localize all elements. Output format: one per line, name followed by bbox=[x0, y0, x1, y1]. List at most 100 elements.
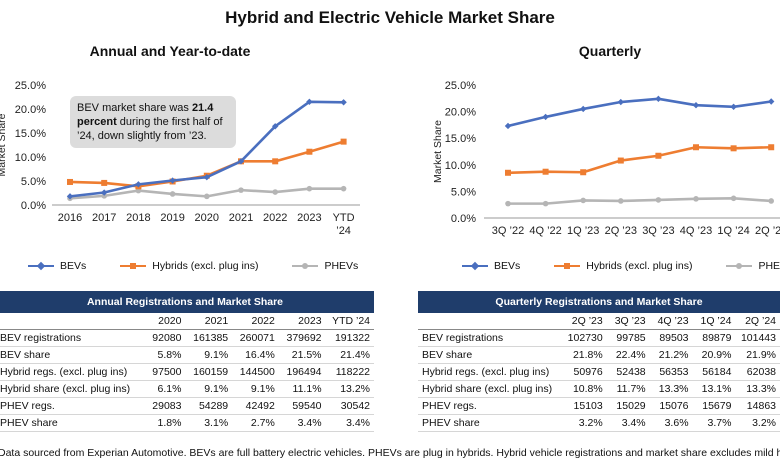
data-point-hybrids bbox=[542, 168, 549, 175]
legend-item-phev: PHEVs bbox=[726, 260, 780, 272]
y-tick-label: 5.0% bbox=[451, 186, 476, 198]
table-cell: 3.7% bbox=[692, 414, 736, 432]
y-tick-label: 0.0% bbox=[451, 213, 476, 225]
table-cell: 11.7% bbox=[606, 380, 650, 398]
table-cell: 9.1% bbox=[232, 380, 279, 398]
row-label: PHEV regs. bbox=[0, 397, 143, 415]
column-header: 2021 bbox=[185, 313, 233, 330]
bev-callout: BEV market share was 21.4 percent during… bbox=[70, 96, 236, 148]
table-row: BEV share 21.8% 22.4% 21.2% 20.9% 21.9% bbox=[418, 346, 780, 364]
data-point-hybrids bbox=[693, 144, 699, 151]
table-cell: 50976 bbox=[560, 363, 607, 381]
x-tick-label: 3Q ’22 bbox=[492, 225, 524, 237]
y-tick-label: 10.0% bbox=[445, 160, 476, 172]
table-cell: 10.8% bbox=[560, 380, 607, 398]
table-cell: 101443 bbox=[735, 329, 780, 347]
data-point-phevs bbox=[618, 198, 624, 204]
table-cell: 13.3% bbox=[649, 380, 693, 398]
legend-label: PHEVs bbox=[324, 260, 359, 272]
data-point-phevs bbox=[204, 193, 210, 200]
page-title: Hybrid and Electric Vehicle Market Share bbox=[225, 8, 555, 27]
data-point-phevs bbox=[580, 197, 586, 204]
x-tick-label: 2019 bbox=[160, 212, 184, 224]
data-point-bevs bbox=[692, 102, 700, 109]
x-tick-label: 2020 bbox=[195, 212, 219, 224]
y-tick-label: 25.0% bbox=[445, 80, 476, 92]
quarterly-legend: BEVs Hybrids (excl. plug ins) PHEVs bbox=[462, 260, 780, 272]
table-cell: 3.4% bbox=[278, 414, 326, 432]
table-cell: 56184 bbox=[692, 363, 736, 381]
table-cell: 11.1% bbox=[278, 380, 326, 398]
x-tick-label: 2023 bbox=[297, 212, 321, 224]
table-row: PHEV regs. 29083 54289 42492 59540 30542 bbox=[0, 397, 374, 415]
data-point-hybrids bbox=[101, 179, 108, 186]
table-cell: 92080 bbox=[142, 329, 186, 347]
data-point-bevs bbox=[730, 103, 737, 111]
callout-text-2: during the first half of ’24, down sligh… bbox=[77, 116, 223, 142]
table-cell: 21.8% bbox=[560, 346, 607, 364]
y-tick-label: 25.0% bbox=[15, 80, 46, 92]
legend-label: BEVs bbox=[494, 260, 521, 272]
data-point-phevs bbox=[272, 189, 279, 195]
data-point-hybrids bbox=[730, 145, 737, 152]
table-cell: 15103 bbox=[560, 397, 607, 415]
hybrid-swatch-icon bbox=[554, 261, 581, 271]
table-cell: 161385 bbox=[185, 329, 233, 347]
table-cell: 102730 bbox=[560, 329, 607, 347]
data-point-bevs bbox=[306, 98, 313, 105]
table-cell: 379692 bbox=[278, 329, 326, 347]
column-header: 1Q ’24 bbox=[692, 313, 736, 330]
legend-item-phev: PHEVs bbox=[292, 260, 358, 272]
data-point-hybrids bbox=[505, 169, 511, 176]
data-point-bevs bbox=[542, 113, 549, 121]
x-tick-label: 1Q ’24 bbox=[717, 225, 749, 237]
data-point-phevs bbox=[238, 187, 244, 193]
table-corner bbox=[418, 313, 561, 330]
table-cell: 13.1% bbox=[692, 380, 736, 398]
data-point-hybrids bbox=[272, 158, 279, 165]
quarterly-registrations-table: Quarterly Registrations and Market Share… bbox=[418, 291, 780, 432]
table-row: BEV registrations 102730 99785 89503 89879 10… bbox=[418, 329, 780, 347]
table-cell: 13.2% bbox=[325, 380, 374, 398]
data-point-phevs bbox=[306, 185, 313, 192]
data-point-hybrids bbox=[580, 169, 587, 176]
table-cell: 118222 bbox=[325, 363, 374, 381]
legend-label: Hybrids (excl. plug ins) bbox=[586, 260, 693, 272]
data-point-bevs bbox=[237, 158, 245, 165]
table-cell: 16.4% bbox=[232, 346, 279, 364]
chart-title-annual: Annual and Year-to-date bbox=[89, 43, 251, 59]
row-label: Hybrid regs. (excl. plug ins) bbox=[0, 363, 143, 381]
legend-item-bev: BEVs bbox=[462, 260, 520, 272]
x-tick-label: 2021 bbox=[229, 212, 253, 224]
series-line-bevs bbox=[507, 97, 772, 128]
table-cell: 15029 bbox=[606, 397, 650, 415]
chart-title-quarterly: Quarterly bbox=[578, 43, 642, 59]
x-tick-label: YTD ’24 bbox=[333, 212, 355, 237]
annual-legend: BEVs Hybrids (excl. plug ins) PHEVs bbox=[28, 260, 392, 272]
data-point-bevs bbox=[768, 98, 775, 105]
bev-swatch-icon bbox=[28, 261, 54, 271]
data-point-phevs bbox=[340, 185, 347, 192]
table-cell: 3.6% bbox=[649, 414, 693, 432]
table-cell: 54289 bbox=[185, 397, 233, 415]
data-point-bevs bbox=[66, 193, 74, 200]
bev-swatch-icon bbox=[462, 261, 488, 271]
column-header: YTD ’24 bbox=[325, 313, 374, 330]
hybrid-swatch-icon bbox=[120, 261, 147, 271]
data-point-bevs bbox=[504, 122, 512, 130]
table-row: Hybrid share (excl. plug ins) 6.1% 9.1% 9.1… bbox=[0, 380, 374, 398]
x-tick-label: 3Q ’23 bbox=[642, 225, 674, 237]
table-cell: 62038 bbox=[735, 363, 780, 381]
row-label: BEV share bbox=[418, 346, 561, 364]
table-title: Quarterly Registrations and Market Share bbox=[418, 291, 780, 313]
table-cell: 13.3% bbox=[735, 380, 780, 398]
table-row: BEV share 5.8% 9.1% 16.4% 21.5% 21.4% bbox=[0, 346, 374, 364]
data-point-bevs bbox=[135, 181, 142, 188]
table-cell: 191322 bbox=[325, 329, 374, 347]
y-tick-label: 15.0% bbox=[15, 128, 46, 140]
x-tick-label: 1Q ’23 bbox=[567, 225, 599, 237]
table-cell: 9.1% bbox=[185, 380, 233, 398]
row-label: Hybrid regs. (excl. plug ins) bbox=[418, 363, 561, 381]
